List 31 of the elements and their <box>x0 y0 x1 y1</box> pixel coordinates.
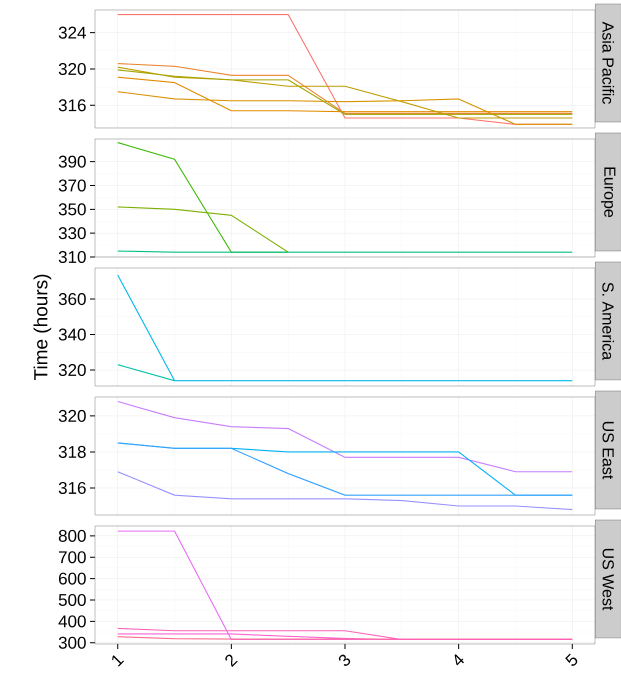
y-tick-label: 330 <box>58 227 86 240</box>
y-tick-label: 324 <box>58 26 86 39</box>
y-axis-title: Time (hours) <box>34 274 52 380</box>
y-tick-label: 320 <box>58 62 86 76</box>
text: Asia Pacific <box>602 22 614 104</box>
x-tick-label: 2 <box>225 654 238 668</box>
y-tick-label: 370 <box>58 179 86 192</box>
text: S. America <box>602 282 614 360</box>
y-tick-label: 800 <box>58 530 86 542</box>
y-tick-label: 340 <box>58 328 86 341</box>
y-tick-label: 300 <box>58 636 86 649</box>
x-tick-label: 4 <box>454 654 464 666</box>
x-tick-label: 3 <box>338 654 350 666</box>
y-tick-label: 316 <box>58 482 86 494</box>
y-tick-label: 500 <box>58 594 86 606</box>
x-tick-label: 1 <box>112 655 124 667</box>
y-tick-label: 320 <box>58 410 86 422</box>
text: US East <box>602 422 614 480</box>
y-tick-label: 318 <box>58 446 86 458</box>
y-tick-label: 320 <box>58 364 86 376</box>
y-tick-label: 700 <box>58 551 86 564</box>
y-tick-label: 316 <box>58 99 86 112</box>
y-tick-label: 350 <box>58 203 86 216</box>
y-tick-label: 390 <box>58 156 86 168</box>
x-tick-label: 5 <box>565 654 578 666</box>
y-tick-label: 310 <box>58 250 86 264</box>
y-tick-label: 400 <box>58 615 86 628</box>
text: Europe <box>601 168 616 218</box>
y-tick-label: 600 <box>58 572 86 585</box>
text: US West <box>602 548 614 610</box>
y-tick-label: 360 <box>58 293 86 306</box>
